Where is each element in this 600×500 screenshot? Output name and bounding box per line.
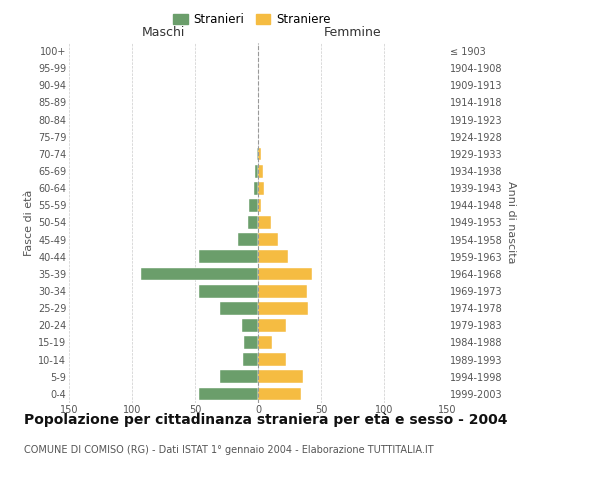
Bar — [238, 233, 258, 246]
Bar — [258, 370, 304, 383]
Bar — [258, 182, 265, 194]
Bar — [258, 302, 308, 314]
Bar — [244, 336, 258, 349]
Text: Femmine: Femmine — [323, 26, 382, 39]
Y-axis label: Anni di nascita: Anni di nascita — [506, 181, 517, 264]
Bar — [258, 353, 286, 366]
Bar — [258, 216, 271, 229]
Bar — [243, 353, 258, 366]
Bar — [258, 319, 286, 332]
Bar — [256, 164, 258, 177]
Bar — [141, 268, 258, 280]
Bar — [258, 148, 260, 160]
Bar — [199, 388, 258, 400]
Bar — [220, 370, 258, 383]
Bar — [199, 284, 258, 298]
Bar — [254, 182, 258, 194]
Bar — [258, 199, 260, 212]
Text: COMUNE DI COMISO (RG) - Dati ISTAT 1° gennaio 2004 - Elaborazione TUTTITALIA.IT: COMUNE DI COMISO (RG) - Dati ISTAT 1° ge… — [24, 445, 434, 455]
Legend: Stranieri, Straniere: Stranieri, Straniere — [169, 8, 335, 31]
Bar — [258, 336, 272, 349]
Bar — [258, 388, 301, 400]
Bar — [258, 233, 278, 246]
Bar — [248, 216, 258, 229]
Text: Popolazione per cittadinanza straniera per età e sesso - 2004: Popolazione per cittadinanza straniera p… — [24, 412, 508, 427]
Bar — [257, 148, 258, 160]
Bar — [220, 302, 258, 314]
Bar — [199, 250, 258, 263]
Y-axis label: Fasce di età: Fasce di età — [23, 190, 34, 256]
Bar — [242, 319, 258, 332]
Bar — [258, 250, 288, 263]
Bar — [258, 268, 312, 280]
Text: Maschi: Maschi — [142, 26, 185, 39]
Bar — [249, 199, 258, 212]
Bar — [258, 164, 263, 177]
Bar — [258, 284, 307, 298]
